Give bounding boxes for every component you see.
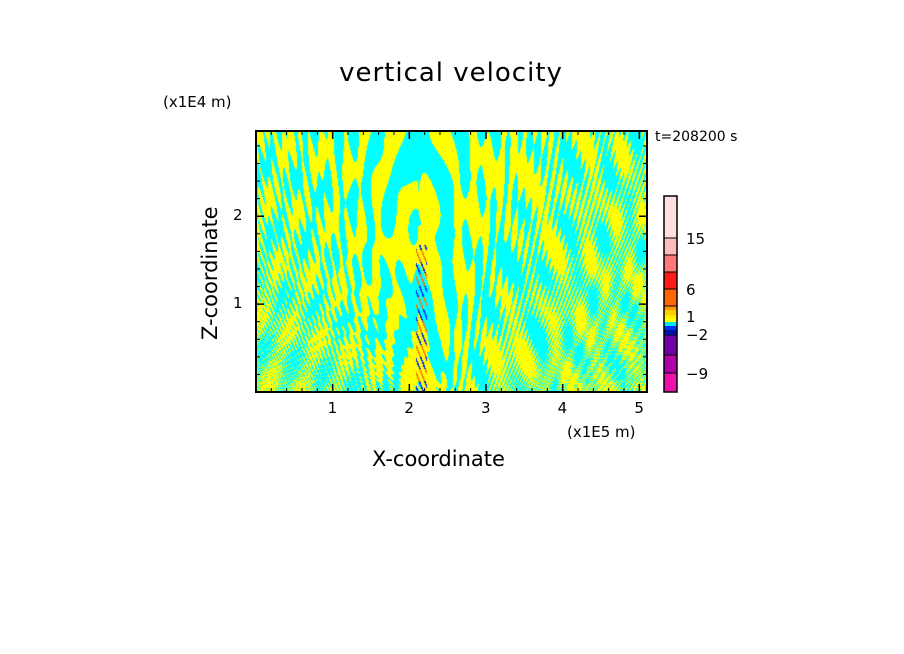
colorbar-label: 1 [686, 308, 696, 326]
colorbar-label: 15 [686, 230, 706, 248]
colorbar-band [663, 195, 678, 239]
colorbar-band [663, 372, 678, 393]
colorbar-band [663, 254, 678, 273]
y-tick-label: 2 [233, 206, 243, 225]
colorbar-label: −9 [686, 365, 709, 383]
x-tick-label: 5 [634, 399, 644, 417]
colorbar-band [663, 334, 678, 356]
x-tick-label: 1 [327, 399, 338, 417]
x-tick-label: 3 [481, 399, 491, 417]
y-unit-label: (x1E4 m) [163, 93, 232, 111]
chart-title: vertical velocity [339, 58, 563, 88]
x-unit-label: (x1E5 m) [567, 423, 636, 441]
colorbar-band [664, 322, 677, 326]
colorbar-band [664, 318, 677, 322]
y-tick-label: 1 [233, 294, 243, 313]
colorbar-frame [663, 195, 678, 393]
colorbar-band [664, 306, 677, 310]
colorbar-band [663, 271, 678, 290]
colorbar-label: −2 [686, 326, 709, 344]
colorbar-label: 6 [686, 281, 696, 299]
velocity-contour-field [256, 131, 647, 392]
colorbar-band [663, 237, 678, 256]
x-tick-label: 4 [557, 399, 568, 417]
x-tick-label: 2 [404, 399, 414, 417]
colorbar-band [663, 288, 678, 307]
colorbar-band [664, 310, 677, 315]
x-axis-label: X-coordinate [372, 447, 505, 471]
colorbar-band [663, 354, 678, 374]
colorbar-band [664, 326, 677, 330]
plot-frame [255, 130, 648, 393]
time-annotation: t=208200 s [655, 129, 738, 145]
colorbar-band [664, 330, 677, 335]
colorbar-band [664, 315, 677, 318]
